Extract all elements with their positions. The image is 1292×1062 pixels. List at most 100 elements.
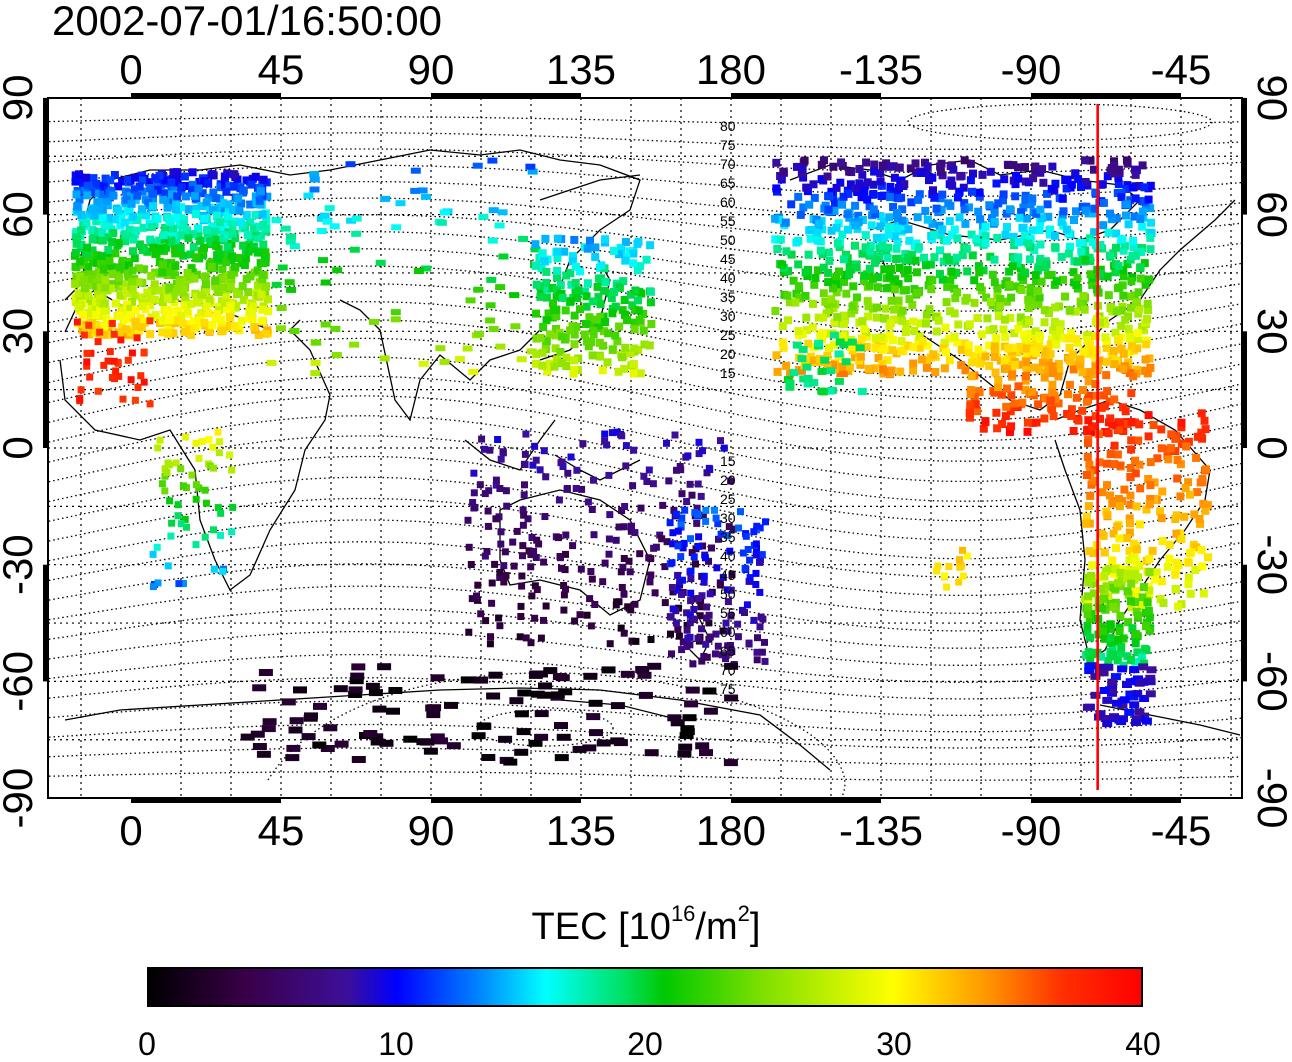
tec-cell [201, 272, 210, 281]
tec-cell [488, 599, 496, 607]
tec-cell [1142, 646, 1151, 655]
tec-cell [349, 677, 364, 685]
tec-cell [647, 320, 656, 328]
tec-cell [573, 466, 581, 474]
tec-cell [959, 572, 967, 580]
tec-cell [948, 181, 957, 190]
tec-cell [210, 565, 218, 573]
tec-cell [483, 548, 491, 555]
tec-cell [1080, 305, 1089, 314]
tec-cell [1103, 172, 1112, 181]
tec-cell [87, 304, 96, 313]
tec-cell [994, 199, 1003, 208]
tec-cell [519, 506, 527, 514]
left-latitude-label: 90 [0, 75, 41, 122]
tec-cell [968, 358, 977, 367]
tec-cell [669, 540, 677, 548]
tec-cell [228, 252, 236, 261]
tec-cell [181, 192, 190, 201]
tec-cell [1173, 474, 1182, 483]
tec-cell [219, 234, 228, 243]
tec-cell [647, 636, 655, 643]
tec-cell [1000, 175, 1009, 184]
tec-cell [230, 170, 239, 179]
tec-cell [1116, 502, 1124, 511]
tec-cell [532, 309, 541, 318]
tec-cell [816, 246, 825, 255]
tec-cell [102, 196, 111, 205]
tec-cell [1000, 356, 1009, 365]
tec-cell [81, 271, 89, 279]
tec-cell [542, 337, 551, 346]
tec-cell [537, 634, 545, 642]
tec-cell [215, 218, 224, 227]
tec-cell [706, 633, 714, 641]
tec-cell [117, 213, 126, 222]
contour-labels: 8075706560555045403530252015152025303540… [720, 118, 736, 697]
tec-cell [724, 586, 731, 594]
tec-cell [1124, 324, 1133, 333]
tec-cell [781, 218, 790, 227]
tec-cell [666, 519, 674, 527]
tec-cell [624, 603, 632, 611]
tec-cell [871, 333, 880, 342]
tec-cell [829, 340, 838, 349]
tec-cell [601, 430, 609, 438]
tec-cell [906, 164, 915, 173]
tec-cell [184, 320, 193, 329]
tec-cell [211, 235, 219, 244]
tec-cell [994, 312, 1003, 321]
tec-cell [543, 367, 552, 376]
tec-cell [313, 702, 327, 710]
tec-cell [927, 285, 936, 294]
tec-cell [1125, 528, 1134, 537]
tec-cell [240, 733, 255, 741]
frame-bar-left [43, 97, 49, 215]
tec-cell [950, 309, 959, 318]
tec-cell [756, 623, 764, 631]
tec-cell [601, 437, 609, 445]
frame-bar-bottom [1031, 797, 1181, 803]
tec-cell [964, 348, 973, 357]
tec-cell [333, 685, 348, 693]
tec-cell [177, 214, 186, 223]
tec-cell [115, 263, 124, 272]
tec-cell [1083, 610, 1092, 619]
tec-cell [696, 612, 704, 620]
tec-cell [1085, 460, 1094, 469]
tec-cell [697, 492, 705, 500]
tec-cell [208, 321, 217, 329]
tec-cell [955, 213, 964, 222]
tec-cell [532, 350, 541, 359]
tec-cell [579, 440, 587, 448]
tec-cell [528, 592, 536, 600]
tec-cell [724, 662, 739, 670]
tec-cell [570, 311, 579, 320]
contour-label: 35 [720, 529, 736, 545]
tec-cell [698, 625, 705, 633]
tec-cell [310, 359, 321, 366]
contour-label: 45 [720, 251, 736, 267]
tec-cell [945, 563, 953, 570]
contour-label: 40 [720, 548, 736, 564]
tec-cell [1076, 299, 1085, 308]
tec-cell [1030, 295, 1039, 304]
tec-cell [792, 238, 801, 247]
tec-cell [1023, 418, 1032, 427]
tec-cell [1084, 416, 1093, 425]
tec-cell [814, 339, 824, 347]
tec-cell [914, 243, 923, 252]
tec-cell [673, 466, 680, 474]
tec-cell [1007, 293, 1016, 302]
tec-cell [1116, 461, 1125, 470]
tec-cell [319, 212, 330, 219]
tec-cell [1017, 286, 1026, 294]
tec-cell [1022, 362, 1031, 371]
tec-cell [249, 242, 258, 251]
tec-cell [558, 688, 573, 696]
tec-cell [281, 698, 296, 706]
tec-cell [303, 192, 314, 199]
tec-cell [1081, 178, 1090, 186]
tec-cell [171, 214, 180, 223]
tec-cell [1048, 405, 1057, 414]
